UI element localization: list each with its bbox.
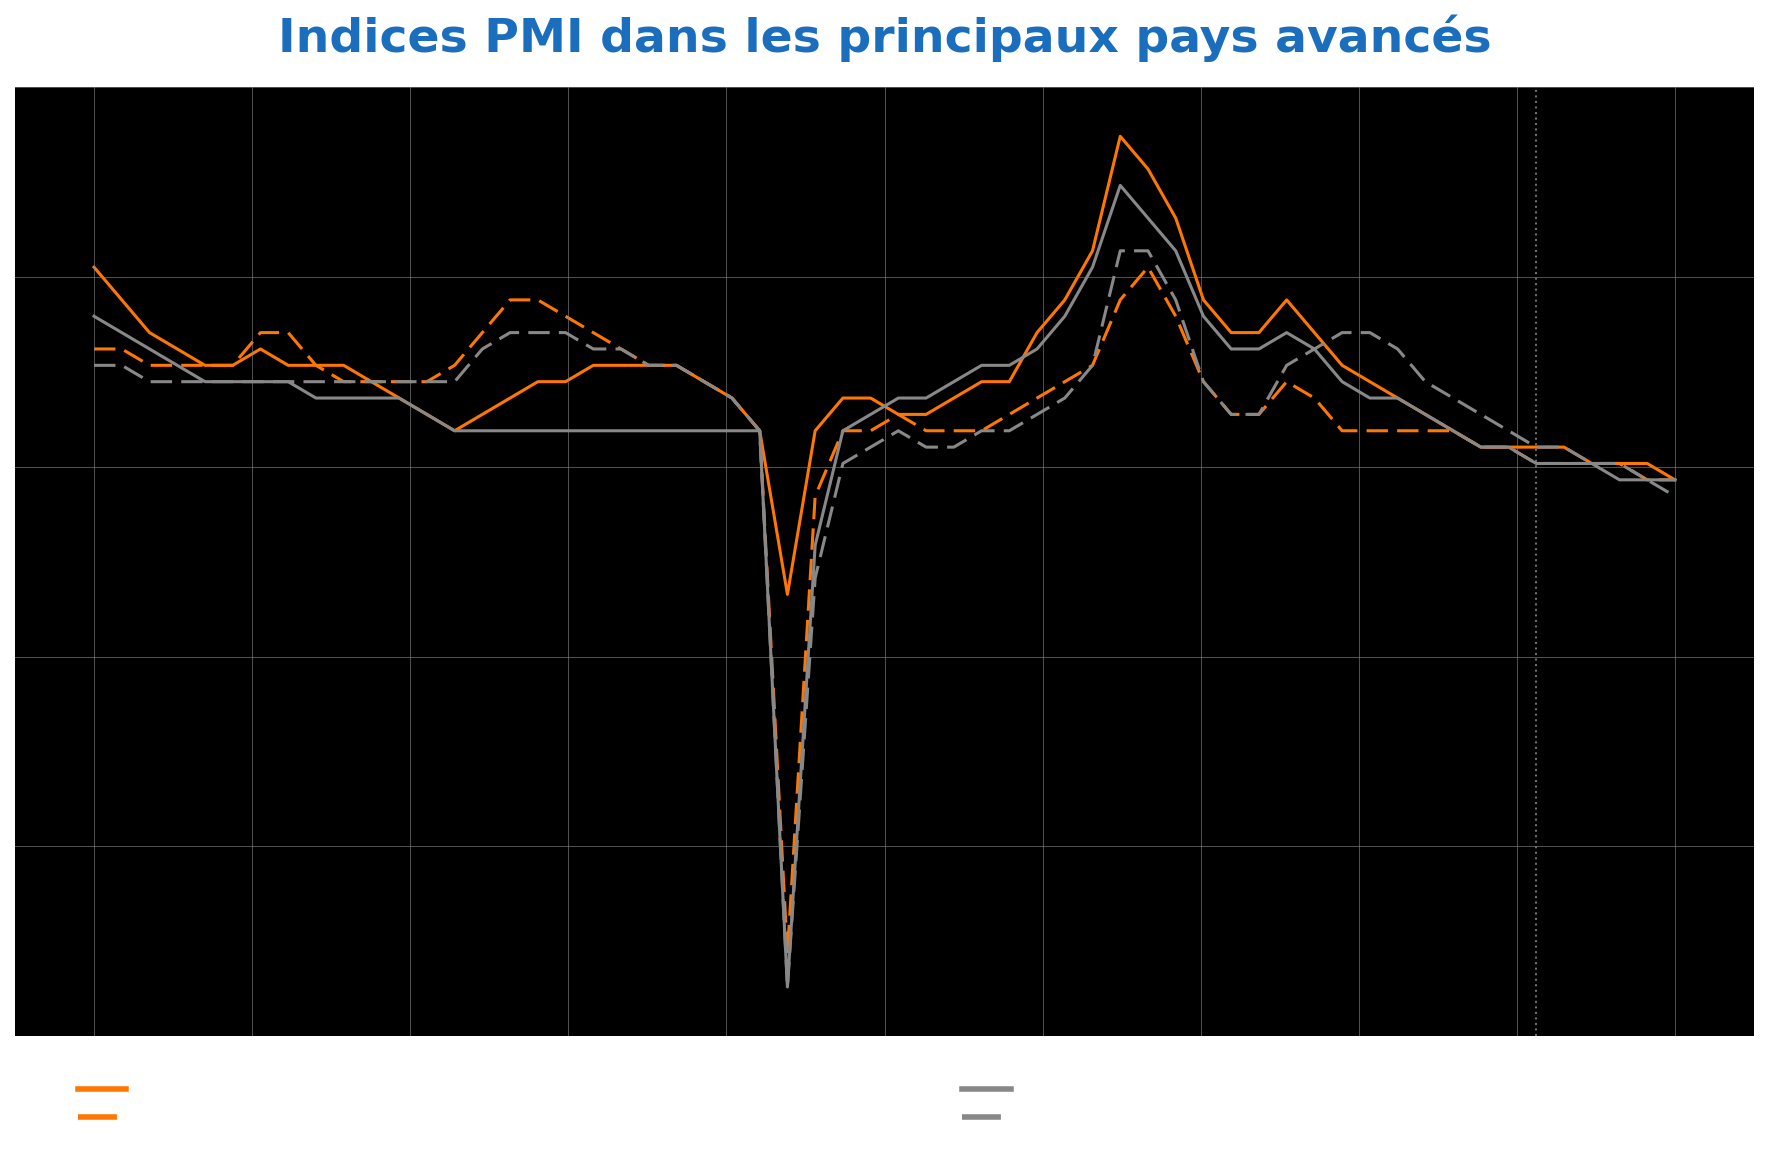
Legend: , : , xyxy=(962,1083,1022,1125)
Title: Indices PMI dans les principaux pays avancés: Indices PMI dans les principaux pays ava… xyxy=(278,15,1491,62)
Legend: , : , xyxy=(78,1083,138,1125)
